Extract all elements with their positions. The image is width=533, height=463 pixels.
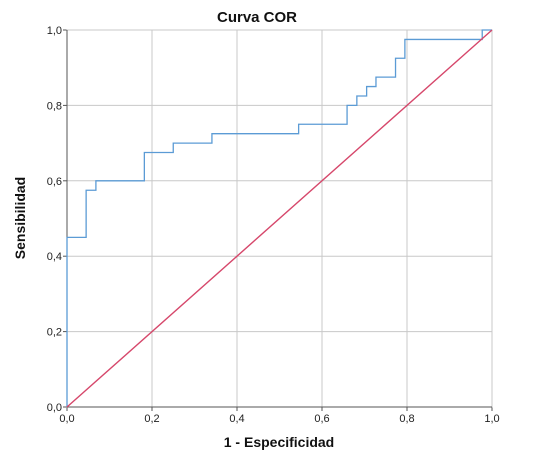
- y-tick-label: 0,8: [47, 100, 62, 112]
- y-tick-label: 0,4: [47, 251, 62, 263]
- y-tick-label: 1,0: [47, 25, 62, 37]
- x-tick-label: 0,2: [144, 413, 159, 425]
- reference-diagonal-line: [66, 29, 493, 408]
- x-tick-label: 1,0: [484, 413, 499, 425]
- x-tick-label: 0,0: [59, 413, 74, 425]
- roc-curve-line: [66, 29, 492, 407]
- y-tick-label: 0,0: [47, 402, 62, 414]
- x-tick-label: 0,4: [229, 413, 244, 425]
- x-tick-label: 0,8: [399, 413, 414, 425]
- x-tick-label: 0,6: [314, 413, 329, 425]
- y-tick-label: 0,2: [47, 327, 62, 339]
- y-axis-title: Sensibilidad: [12, 177, 28, 259]
- series: [66, 29, 493, 408]
- chart-title: Curva COR: [217, 9, 297, 26]
- y-tick-label: 0,6: [47, 176, 62, 188]
- x-axis-title: 1 - Especificidad: [224, 434, 334, 450]
- tick-labels: 0,0 0,2 0,4 0,6 0,8 1,0 0,0 0,2 0,4 0,6 0,8 1,0: [47, 25, 500, 425]
